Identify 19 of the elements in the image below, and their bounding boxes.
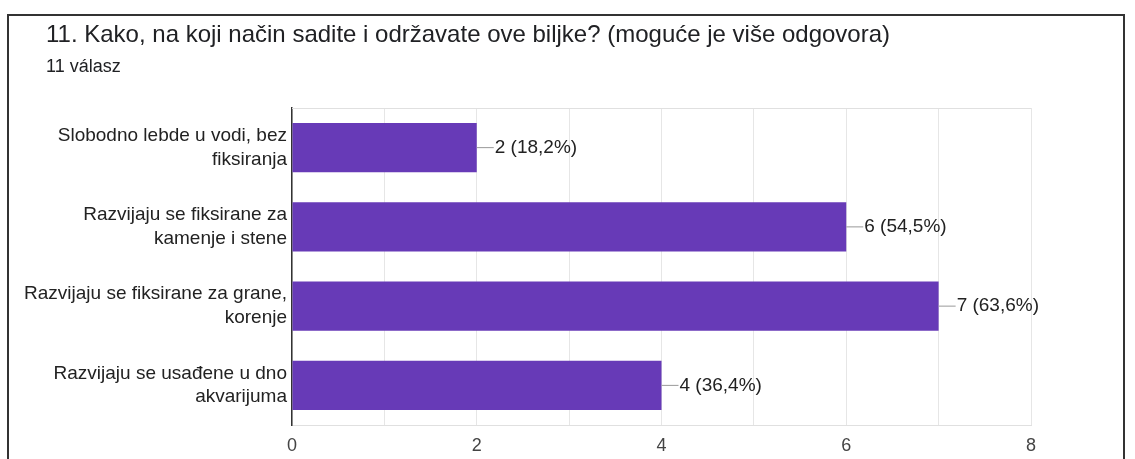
x-tick-label: 6 (841, 434, 852, 455)
data-label: 7 (63,6%) (956, 294, 1039, 316)
x-tick-label: 4 (656, 434, 667, 455)
bar (292, 281, 939, 331)
x-tick-label: 2 (471, 434, 482, 455)
x-tick-label: 8 (1025, 434, 1037, 455)
bar (292, 360, 662, 410)
bar (292, 123, 477, 173)
text: 11 válasz (46, 56, 121, 77)
y-tick-label: Razvijaju se usađene u dno akvarijuma (53, 361, 288, 407)
y-tick-label: Razvijaju se fiksirane za grane, korenje (24, 282, 287, 328)
data-label: 6 (54,5%) (864, 215, 947, 237)
bar (292, 202, 847, 252)
data-label: 4 (36,4%) (679, 373, 762, 395)
y-tick-label: Razvijaju se fiksirane za kamenje i stene (83, 203, 288, 248)
y-tick-label: Slobodno lebde u vodi, bez fiksiranja (57, 123, 288, 169)
chart-title: 11. Kako, na koji način sadite i održavate ove biljke? (moguće je više odgovora) (46, 20, 891, 48)
data-label: 2 (18,2%) (494, 135, 578, 157)
x-tick-label: 0 (286, 434, 298, 455)
